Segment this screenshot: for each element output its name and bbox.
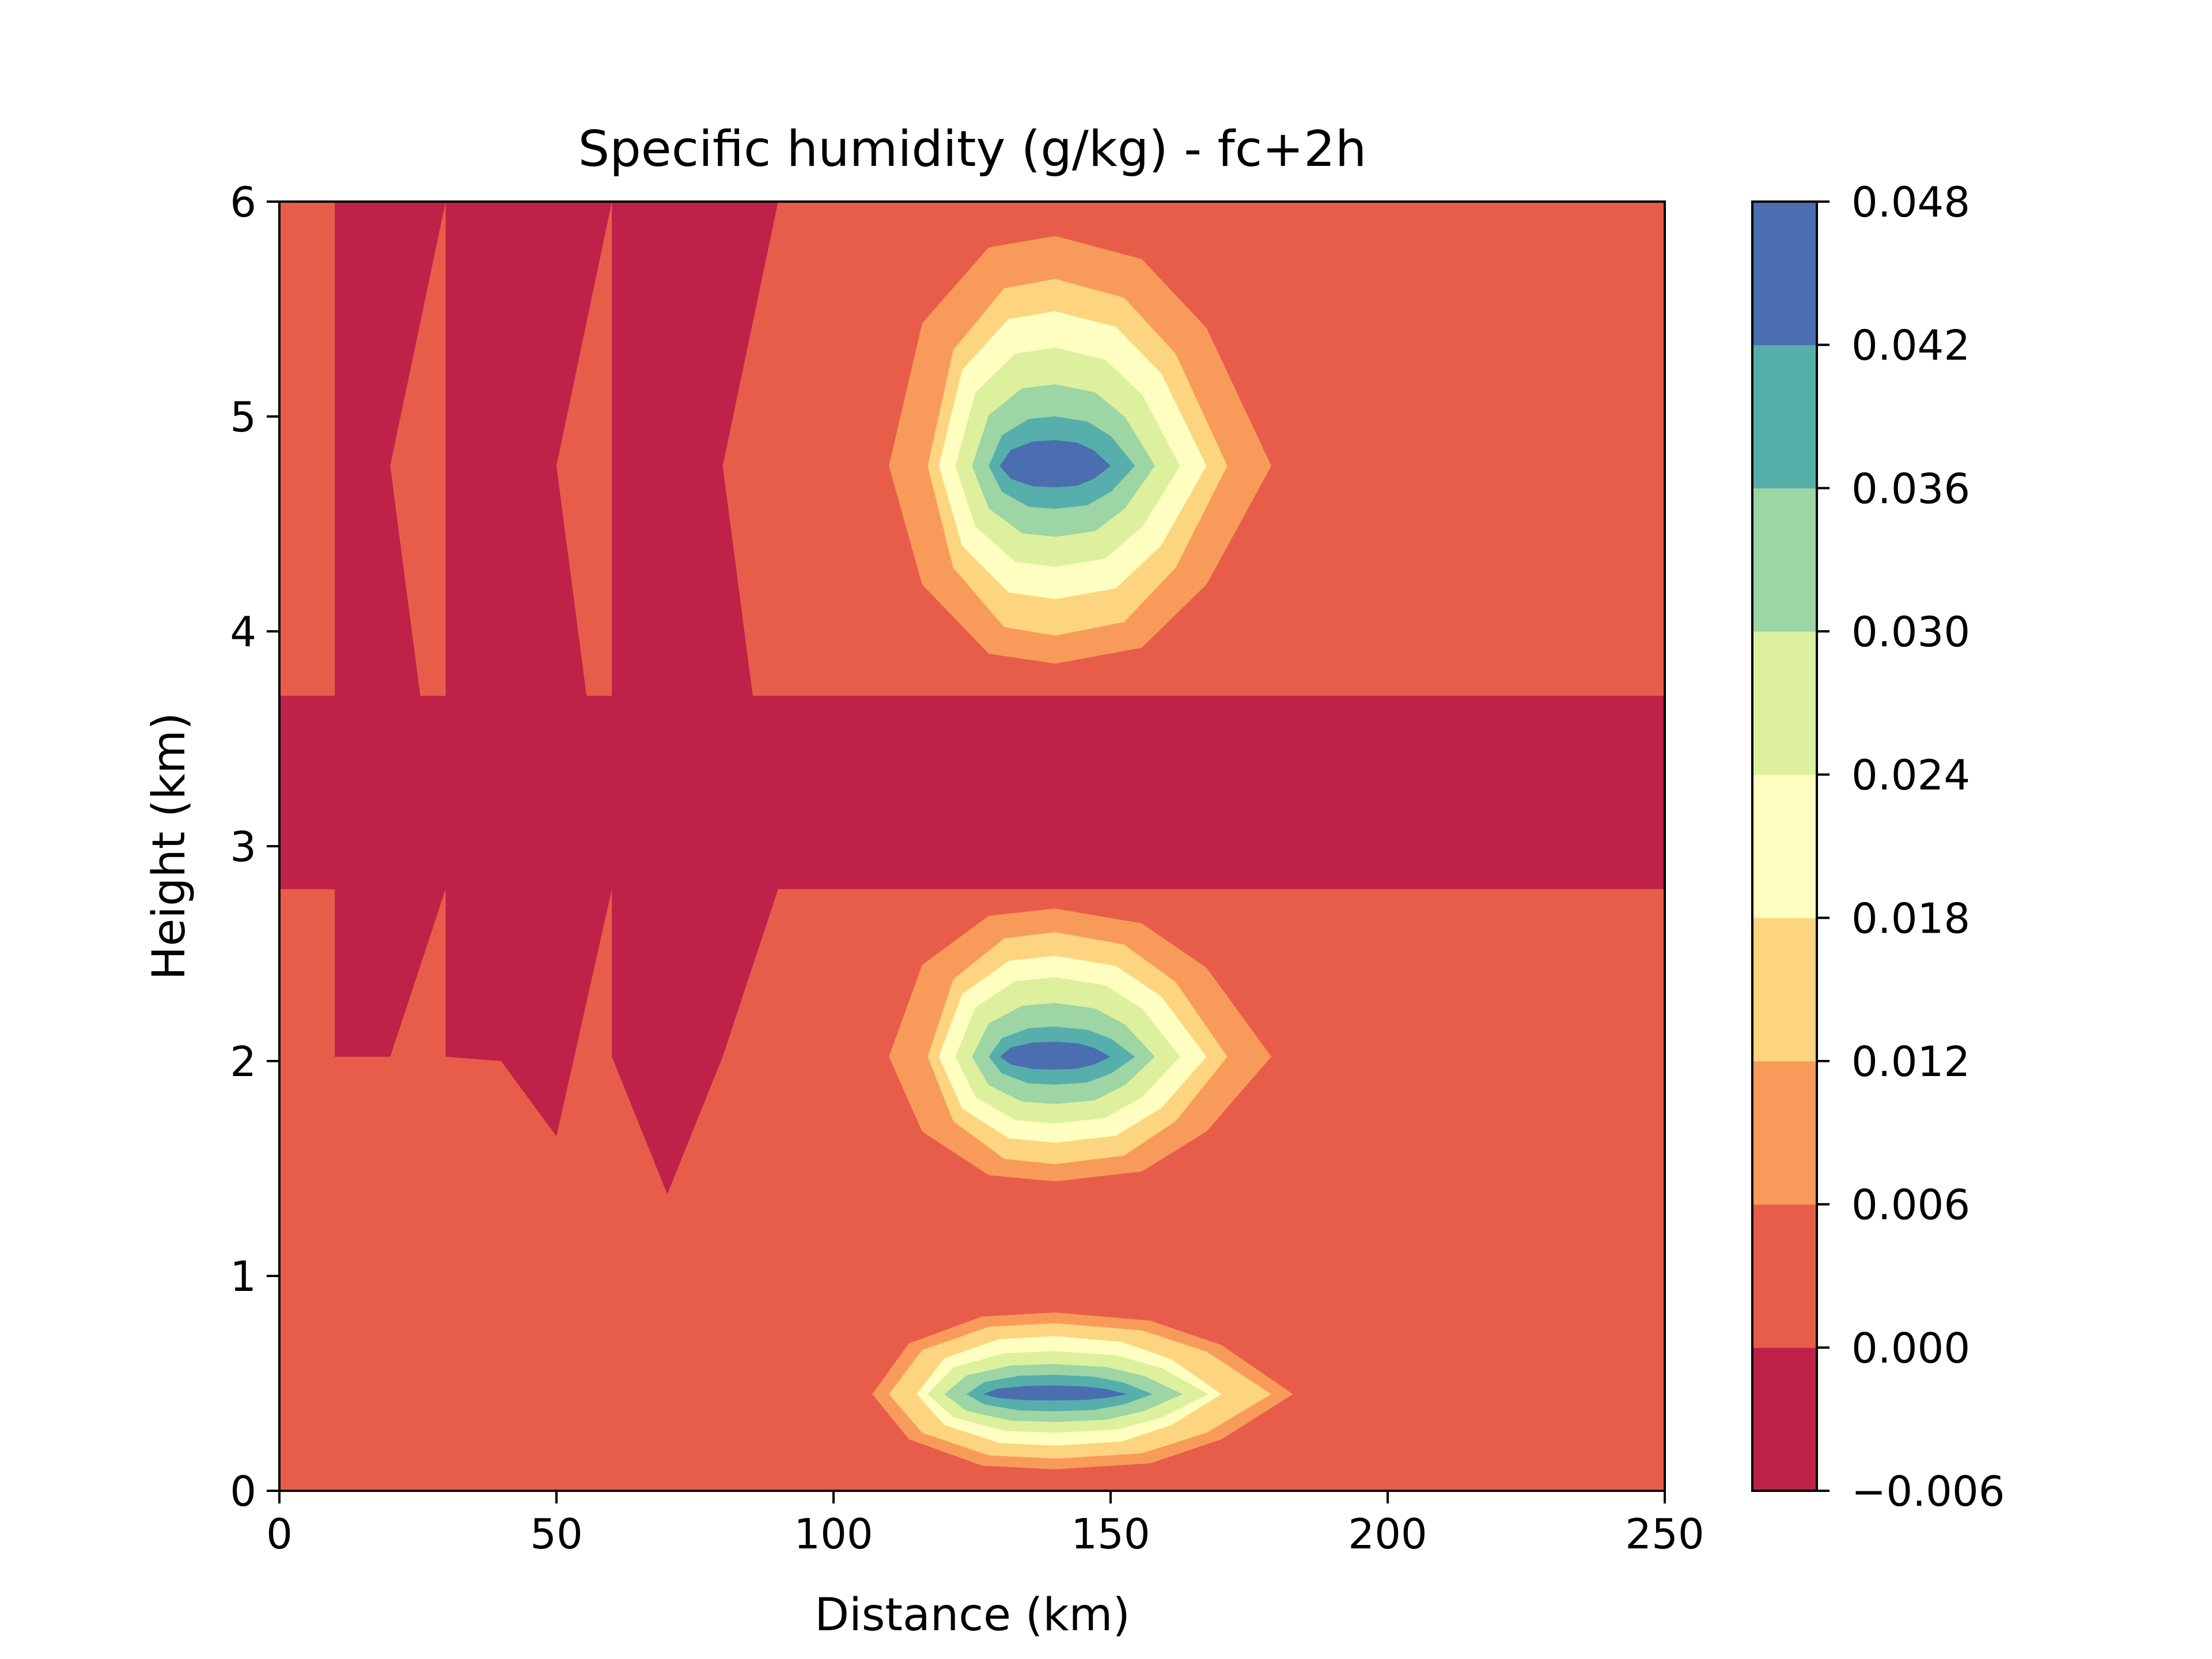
moist-blob [872,1312,1293,1469]
chart-title: Specific humidity (g/kg) - fc+2h [578,120,1367,178]
colorbar-band [1752,1347,1817,1491]
y-tick-label: 4 [230,608,256,656]
colorbar-band [1752,1204,1817,1348]
x-tick-label: 150 [1071,1510,1150,1558]
colorbar-tick-label: 0.024 [1851,751,1970,800]
colorbar-tick-label: 0.018 [1851,894,1970,942]
y-tick-label: 3 [230,823,256,871]
colorbar-band [1752,344,1817,488]
x-tick-label: 100 [794,1510,873,1558]
y-tick-label: 6 [230,178,256,226]
y-tick-label: 1 [230,1252,256,1301]
y-axis: 0 1 2 3 4 5 6 [230,178,279,1516]
colorbar-tick-label: 0.012 [1851,1037,1970,1086]
colorbar-band [1752,774,1817,918]
x-tick-label: 200 [1348,1510,1427,1558]
y-tick-label: 2 [230,1037,256,1086]
x-axis: 0 50 100 150 200 250 [266,1491,1705,1558]
y-axis-label: Height (km) [143,713,195,980]
colorbar-tick-label: 0.006 [1851,1181,1970,1229]
colorbar-band [1752,488,1817,632]
colorbar-band [1752,202,1817,346]
colorbar-band [1752,631,1817,775]
x-axis-label: Distance (km) [815,1589,1130,1641]
colorbar-tick-label: −0.006 [1851,1467,2005,1516]
colorbar-tick-label: 0.042 [1851,321,1970,370]
contour-layer [279,202,1665,1491]
colorbar: −0.006 0.000 0.006 0.012 0.018 0.024 0.030 0.03… [1751,178,2005,1516]
colorbar-tick-label: 0.000 [1851,1324,1970,1372]
colorbar-frame [1751,200,1818,1492]
contour-band-negative-region [445,202,612,1137]
y-tick-label: 0 [230,1467,256,1516]
colorbar-tick-label: 0.048 [1851,178,1970,226]
moist-blob [889,236,1271,664]
colorbar-band [1752,1061,1817,1205]
contour-band-level-8 [999,1041,1111,1070]
moist-blob [889,908,1271,1181]
contour-band-negative-region [335,202,446,1057]
colorbar-band [1752,918,1817,1062]
x-tick-label: 50 [530,1510,583,1558]
plot-area [278,200,1666,1492]
contour-band-negative-region [612,202,778,1195]
colorbar-tick-label: 0.036 [1851,464,1970,513]
x-tick-label: 250 [1625,1510,1704,1558]
contour-band-level-8 [999,440,1111,488]
colorbar-tick-label: 0.030 [1851,608,1970,656]
x-tick-label: 0 [266,1510,293,1558]
contour-band-level-8 [983,1385,1127,1401]
y-tick-label: 5 [230,393,256,441]
